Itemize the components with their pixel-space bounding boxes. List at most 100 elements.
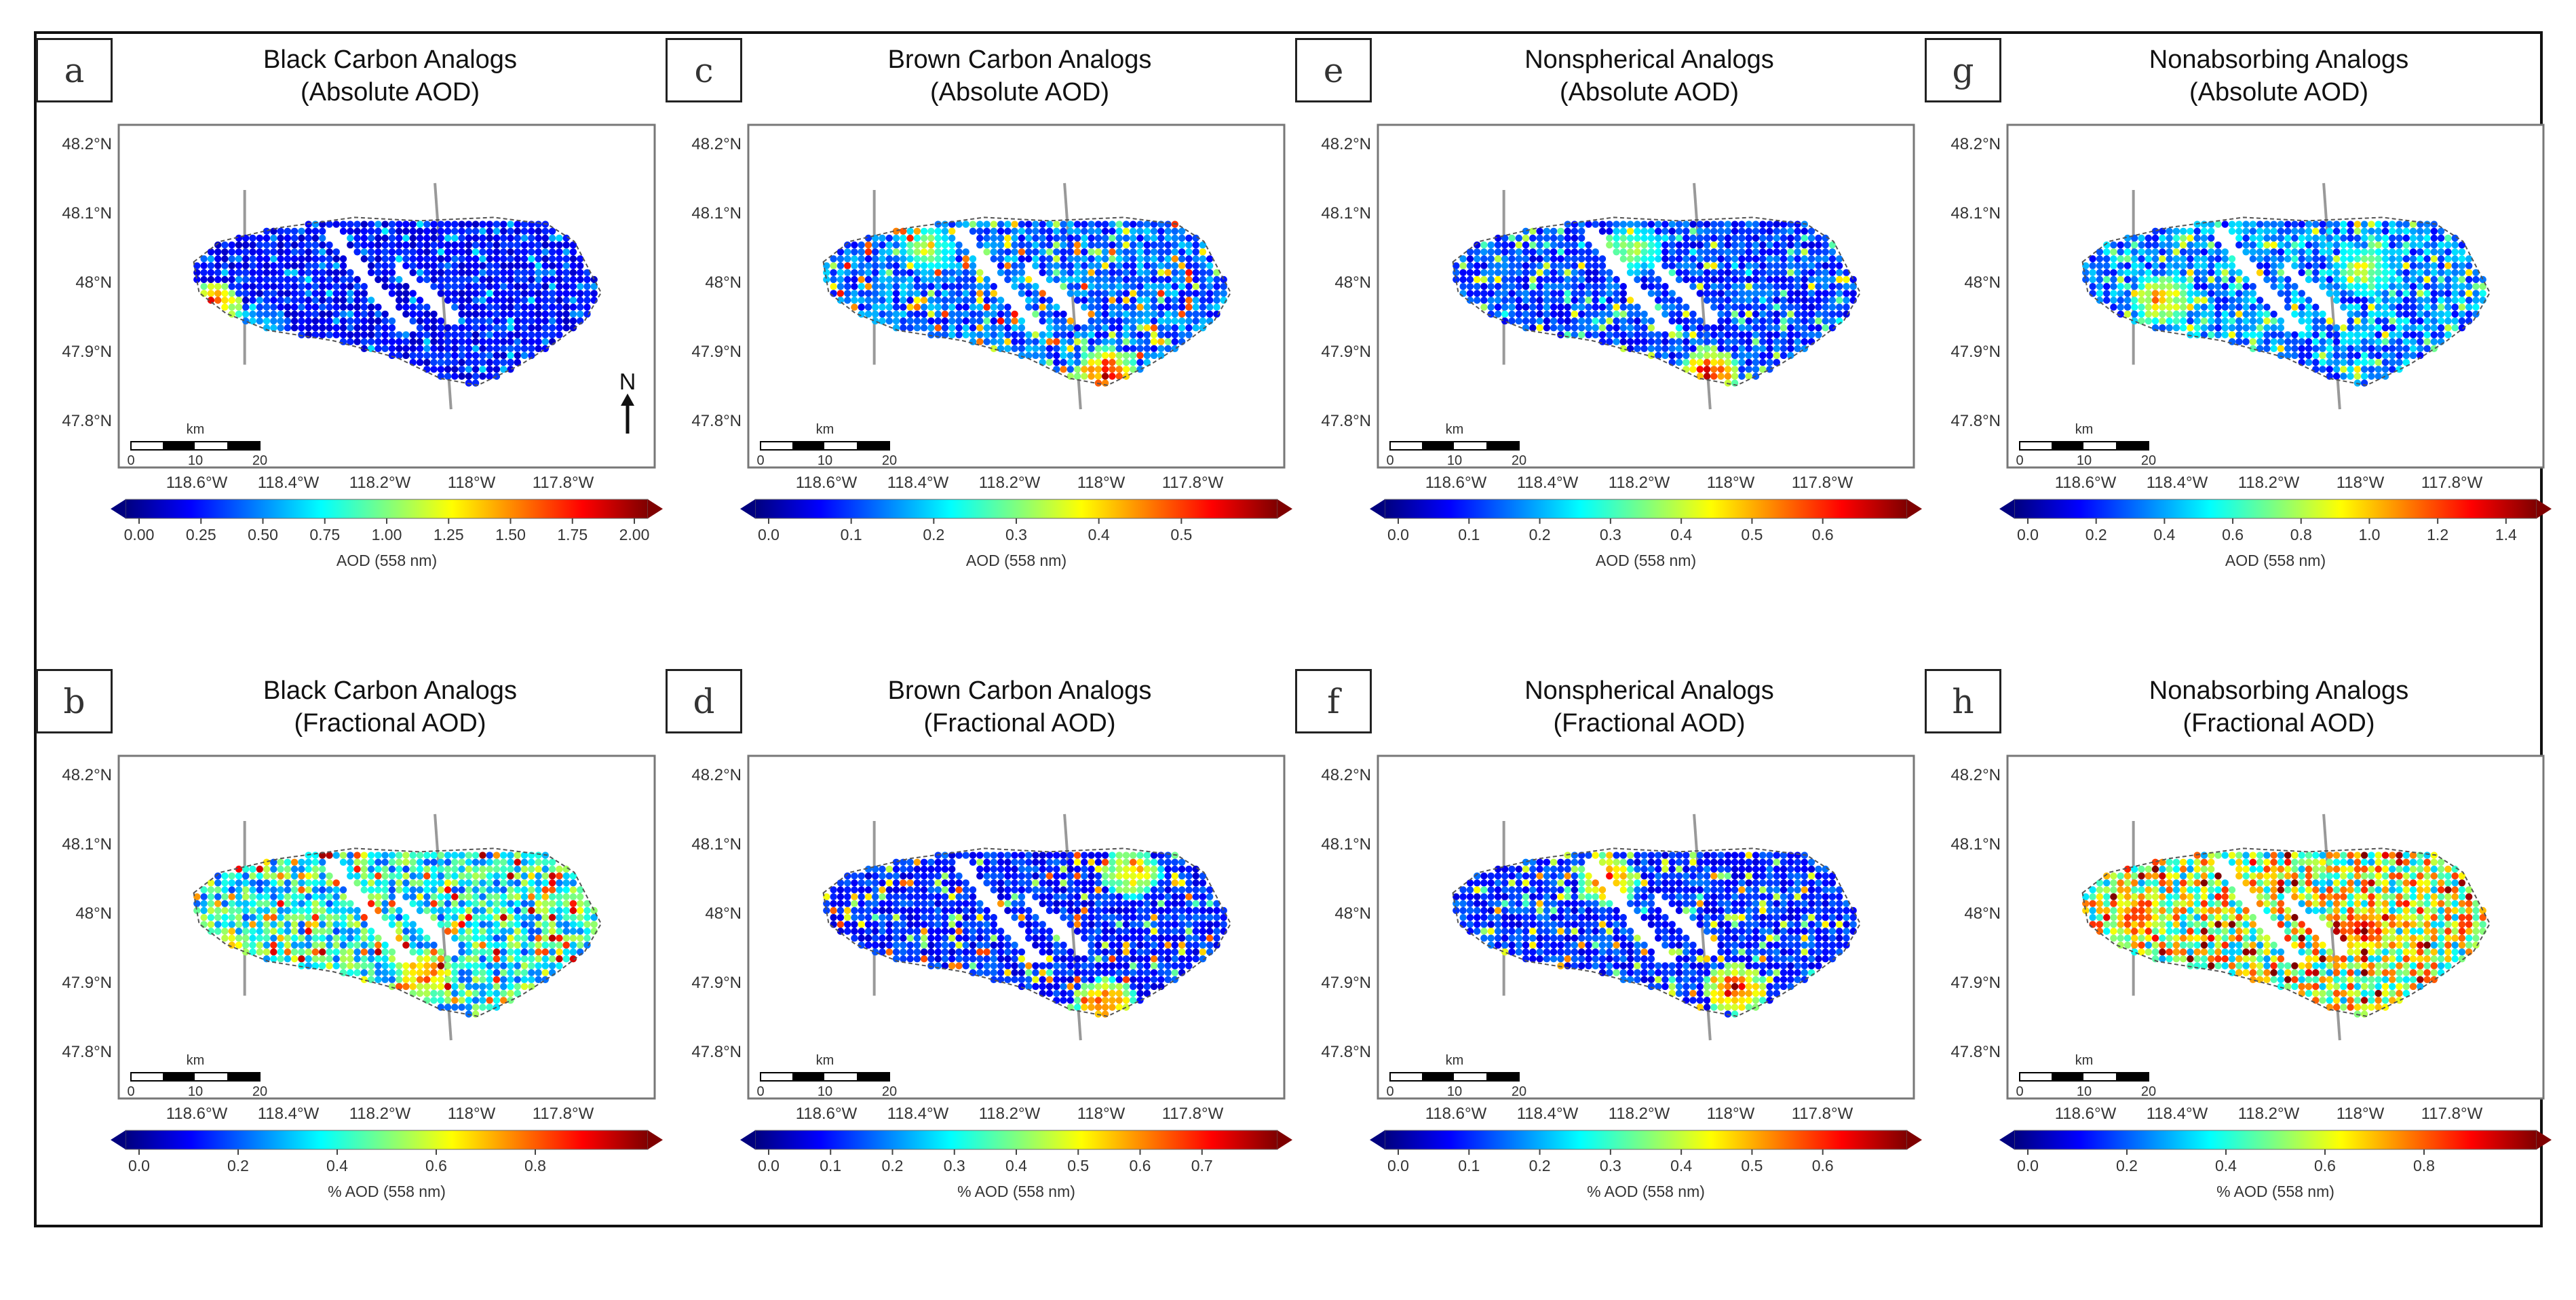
aod-point — [583, 935, 590, 942]
aod-point — [948, 873, 955, 879]
aod-point — [1088, 949, 1094, 955]
aod-point — [347, 290, 353, 297]
aod-point — [521, 283, 528, 290]
aod-point — [927, 886, 934, 893]
colorbar-tick-label: 1.25 — [434, 526, 464, 543]
aod-point — [549, 949, 556, 955]
aod-point — [1759, 324, 1766, 331]
aod-point — [549, 935, 556, 942]
aod-point — [1088, 331, 1094, 338]
aod-point — [1585, 304, 1592, 311]
aod-point — [1032, 304, 1039, 311]
aod-point — [1710, 221, 1717, 227]
aod-point — [284, 324, 291, 331]
aod-point — [417, 338, 423, 345]
aod-point — [444, 962, 451, 969]
aod-point — [1564, 269, 1571, 276]
aod-point — [368, 942, 374, 949]
aod-point — [1151, 907, 1157, 914]
aod-point — [1046, 866, 1053, 873]
aod-point — [983, 338, 990, 345]
aod-point — [451, 1003, 458, 1010]
aod-point — [1529, 242, 1536, 248]
aod-point — [1025, 859, 1032, 866]
aod-point — [556, 304, 562, 311]
aod-point — [410, 248, 417, 255]
aod-point — [417, 907, 423, 914]
aod-point — [1801, 242, 1808, 248]
aod-point — [1725, 297, 1731, 303]
aod-point — [1571, 297, 1578, 303]
aod-point — [312, 886, 319, 893]
aod-point — [1046, 359, 1053, 366]
aod-point — [1081, 248, 1088, 255]
aod-point — [438, 228, 444, 235]
aod-point — [1151, 886, 1157, 893]
aod-point — [893, 263, 900, 269]
aod-point — [514, 228, 521, 235]
aod-point — [1095, 955, 1102, 962]
aod-point — [1550, 290, 1557, 297]
aod-point — [1516, 269, 1522, 276]
aod-point — [500, 949, 507, 955]
aod-point — [1773, 338, 1780, 345]
aod-point — [347, 283, 353, 290]
aod-point — [1683, 269, 1689, 276]
aod-point — [1032, 983, 1039, 990]
aod-point — [221, 304, 228, 311]
aod-point — [1459, 276, 1466, 283]
aod-point — [410, 263, 417, 269]
aod-point — [1529, 311, 1536, 318]
aod-point — [493, 318, 500, 324]
aod-point — [1130, 338, 1136, 345]
aod-point — [479, 962, 486, 969]
aod-point — [381, 955, 388, 962]
aod-point — [430, 976, 437, 983]
aod-point — [927, 235, 934, 242]
aod-point — [1172, 928, 1178, 934]
aod-point — [451, 338, 458, 345]
aod-point — [1060, 269, 1066, 276]
aod-point — [997, 859, 1004, 866]
aod-point — [1074, 297, 1081, 303]
lon-tick-label: 118.6°W — [796, 1105, 858, 1123]
aod-point — [1801, 276, 1808, 283]
colorbar-label: % AOD (558 nm) — [328, 1183, 446, 1200]
aod-point — [1095, 338, 1102, 345]
aod-point — [1025, 290, 1032, 297]
aod-point — [423, 318, 430, 324]
aod-point — [402, 221, 409, 227]
aod-point — [1697, 248, 1704, 255]
aod-point — [1088, 976, 1094, 983]
aod-point — [458, 269, 465, 276]
aod-point — [997, 969, 1004, 976]
aod-point — [347, 276, 353, 283]
aod-point — [1550, 255, 1557, 262]
aod-point — [1018, 894, 1025, 900]
aod-point — [465, 852, 472, 858]
aod-point — [976, 235, 983, 242]
aod-point — [1731, 331, 1738, 338]
aod-point — [333, 914, 340, 921]
aod-point — [1536, 311, 1543, 318]
aod-point — [997, 879, 1004, 886]
aod-point — [991, 949, 997, 955]
aod-point — [430, 283, 437, 290]
aod-point — [1060, 338, 1066, 345]
aod-point — [396, 345, 402, 352]
aod-point — [1634, 311, 1640, 318]
aod-point — [1011, 242, 1018, 248]
aod-point — [221, 269, 228, 276]
aod-point — [1557, 248, 1564, 255]
aod-point — [983, 221, 990, 227]
aod-point — [1088, 290, 1094, 297]
aod-point — [1018, 242, 1025, 248]
aod-point — [1151, 894, 1157, 900]
aod-point — [1178, 886, 1185, 893]
aod-point — [851, 248, 858, 255]
aod-point — [906, 318, 913, 324]
aod-point — [1116, 331, 1123, 338]
aod-point — [1193, 935, 1199, 942]
aod-point — [229, 304, 235, 311]
aod-point — [277, 297, 284, 303]
